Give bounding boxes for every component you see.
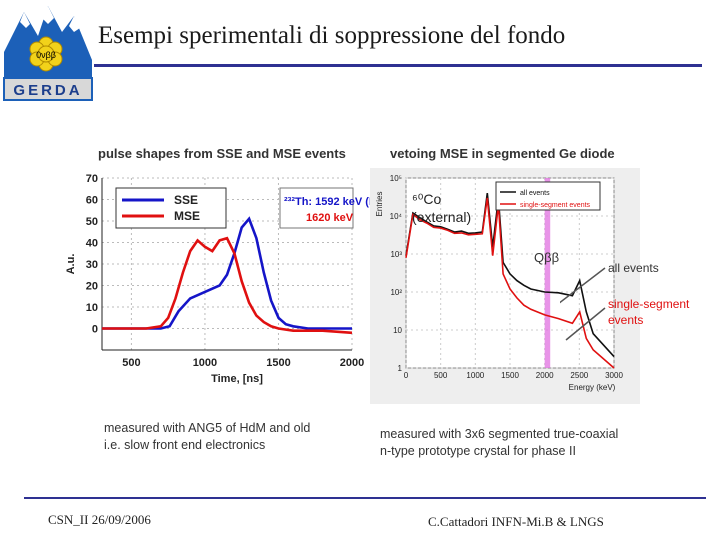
x-tick-label: 2000: [340, 357, 364, 369]
y-tick-label: 10: [86, 302, 98, 314]
gerda-logo: 0νββ GERDA: [2, 2, 94, 102]
y-tick-label: 10⁴: [390, 212, 403, 221]
left-note-line-2: i.e. slow front end electronics: [104, 438, 266, 452]
y-axis-label: Entries: [375, 192, 384, 217]
series-line-single-segment-events: [405, 197, 615, 369]
source-label-sub: (external): [412, 209, 471, 225]
label-single-segment-2: events: [608, 313, 643, 327]
x-tick-label: 2000: [536, 371, 554, 380]
x-tick-label: 500: [434, 371, 448, 380]
footer-date: CSN_II 26/09/2006: [48, 512, 151, 527]
arrow-all-events: [560, 267, 606, 304]
qbb-label: Qββ: [534, 250, 559, 265]
legend-label-1: single-segment events: [520, 202, 591, 209]
arrow-single-segment: [565, 307, 606, 341]
annotation-line-1: ²³²Th: 1592 keV (DE): [284, 196, 370, 208]
y-tick-label: 70: [86, 173, 98, 185]
legend-label-sse: SSE: [174, 193, 198, 207]
y-tick-label: 60: [86, 195, 98, 207]
logo-text: GERDA: [13, 82, 82, 99]
qbb-band: [544, 178, 551, 368]
y-tick-label: 50: [86, 216, 98, 228]
right-figure-note: measured with 3x6 segmented true-coaxial…: [380, 426, 618, 460]
legend-label-0: all events: [520, 190, 550, 197]
x-tick-label: 1500: [266, 357, 290, 369]
x-axis-label: Time, [ns]: [211, 373, 263, 385]
right-figure-caption: vetoing MSE in segmented Ge diode: [390, 146, 615, 161]
legend-label-mse: MSE: [174, 209, 200, 223]
x-axis-label: Energy (keV): [569, 383, 616, 392]
y-tick-label: 10³: [390, 250, 402, 259]
y-tick-label: 40: [86, 238, 98, 250]
y-tick-label: 10⁵: [390, 174, 402, 183]
annotation-line-2: 1620 keV: [306, 212, 354, 224]
left-figure-caption: pulse shapes from SSE and MSE events: [98, 146, 346, 161]
y-tick-label: 10: [393, 326, 402, 335]
x-tick-label: 3000: [605, 371, 623, 380]
annotation-box: [279, 187, 354, 229]
arrow-overlay: all events single-segment events: [560, 261, 690, 341]
y-tick-label: 1: [398, 364, 403, 373]
legend-box: [495, 181, 601, 211]
footer-divider: [24, 497, 706, 499]
series-line-mse: [102, 236, 353, 335]
y-tick-label: 0: [92, 324, 98, 336]
x-tick-label: 1000: [193, 357, 217, 369]
source-label: ⁶⁰Co: [412, 191, 441, 207]
y-tick-label: 20: [86, 281, 98, 293]
right-note-line-2: n-type prototype crystal for phase II: [380, 444, 576, 458]
x-tick-label: 1000: [466, 371, 484, 380]
y-tick-label: 10²: [390, 288, 402, 297]
label-single-segment: single-segment: [608, 297, 690, 311]
label-all-events: all events: [608, 261, 659, 275]
y-axis-label: A.u.: [65, 254, 77, 275]
footer-author: C.Cattadori INFN-Mi.B & LNGS: [428, 514, 604, 529]
x-tick-label: 0: [404, 371, 409, 380]
slide-title: Esempi sperimentali di soppressione del …: [98, 22, 566, 49]
series-line-sse: [102, 216, 352, 330]
y-tick-label: 30: [86, 259, 98, 271]
legend-box: [115, 187, 227, 229]
pulse-shape-chart: 0 10 20 30 40 50 60 70 500 1000 1500 2000 Time, [ns]…: [65, 173, 370, 385]
left-note-line-1: measured with ANG5 of HdM and old: [104, 421, 311, 435]
logo-symbol: 0νββ: [36, 50, 56, 60]
energy-spectrum-chart: 1 10 10² 10³ 10⁴ 10⁵ 0 500 1000 1500 2000 2500 3000 E…: [370, 168, 640, 404]
x-tick-label: 2500: [570, 371, 588, 380]
right-note-line-1: measured with 3x6 segmented true-coaxial: [380, 427, 619, 441]
left-figure-note: measured with ANG5 of HdM and old i.e. s…: [104, 420, 310, 454]
x-tick-label: 1500: [501, 371, 519, 380]
title-divider: [94, 64, 702, 67]
x-tick-label: 500: [122, 357, 140, 369]
